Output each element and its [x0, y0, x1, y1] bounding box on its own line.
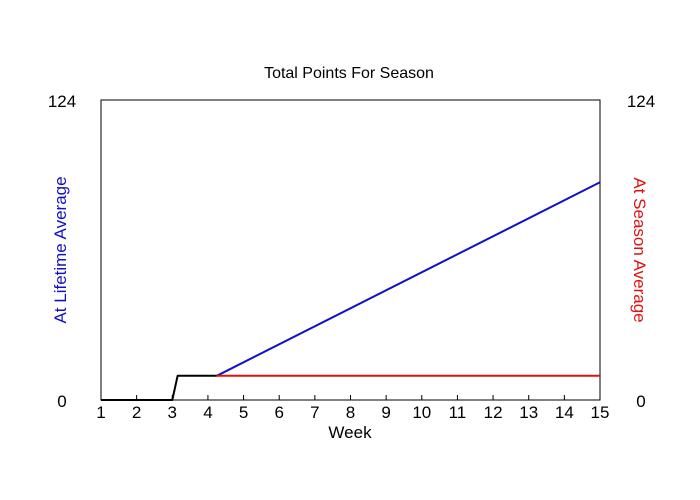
y-tick-top-right: 124	[627, 92, 655, 111]
x-axis-label: Week	[328, 423, 372, 442]
x-tick-label: 9	[381, 403, 390, 422]
plot-frame	[100, 99, 601, 401]
x-tick-label: 5	[239, 403, 248, 422]
x-tick-label: 15	[591, 403, 610, 422]
x-tick-label: 10	[412, 403, 431, 422]
y-axis-label-right: At Season Average	[630, 177, 649, 322]
x-tick-label: 2	[132, 403, 141, 422]
series-line-lifetime	[216, 181, 601, 377]
x-tick-label: 3	[168, 403, 177, 422]
x-tick-label: 8	[346, 403, 355, 422]
x-tick-label: 14	[555, 403, 574, 422]
x-tick-labels: 1 2 3 4 5 6 7 8 9 10 11 12 13 14 15	[96, 403, 609, 422]
y-tick-bottom-right: 0	[636, 392, 645, 411]
x-tick-label: 12	[484, 403, 503, 422]
y-tick-bottom-left: 0	[57, 392, 66, 411]
y-tick-top-left: 124	[48, 92, 76, 111]
x-tick-marks	[100, 395, 601, 400]
x-tick-label: 6	[274, 403, 283, 422]
series-line-actual	[101, 374, 217, 401]
x-tick-label: 13	[519, 403, 538, 422]
chart-title: Total Points For Season	[264, 65, 434, 82]
x-tick-label: 7	[310, 403, 319, 422]
x-tick-label: 1	[96, 403, 105, 422]
x-tick-label: 4	[203, 403, 212, 422]
y-axis-label-left: At Lifetime Average	[51, 176, 70, 323]
x-tick-label: 11	[449, 403, 467, 422]
series-layer	[101, 181, 601, 401]
